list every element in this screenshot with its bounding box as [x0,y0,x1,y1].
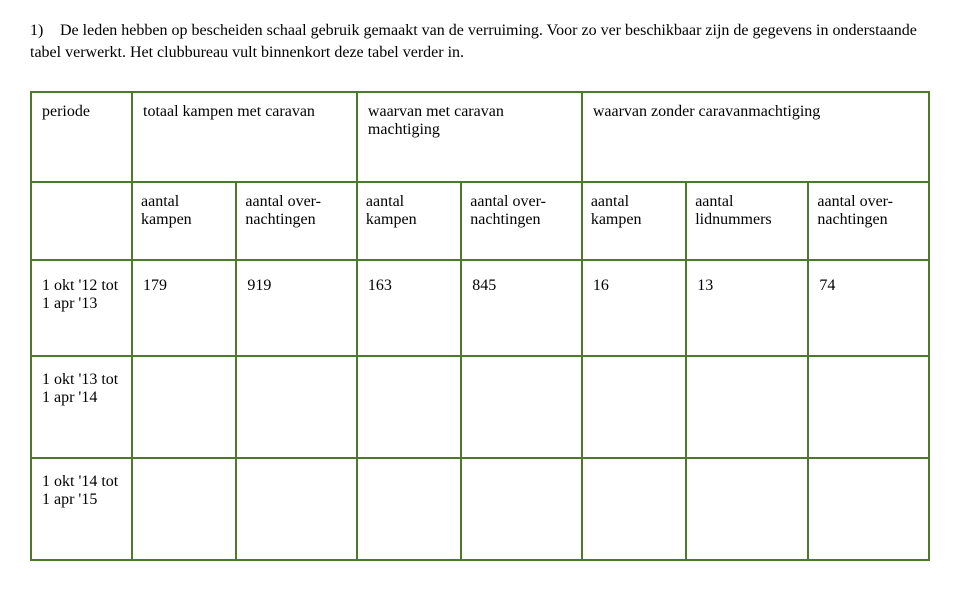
table-row: 1 okt '13 tot 1 apr '14 [31,356,929,458]
table-row: 1 okt '14 tot 1 apr '15 [31,458,929,560]
hdr-zonder-machtiging: waarvan zonder caravanmachtiging [582,92,929,182]
cell [461,458,582,560]
sub-kampen-2: aantal kampen [357,182,461,260]
cell: 179 [132,260,236,356]
cell [236,356,357,458]
cell [808,458,929,560]
camping-table: periode totaal kampen met caravan waarva… [30,91,930,561]
cell: 74 [808,260,929,356]
sub-overnacht-2: aantal over-nachtingen [461,182,582,260]
cell-periode: 1 okt '13 tot 1 apr '14 [31,356,132,458]
cell-periode: 1 okt '12 tot 1 apr '13 [31,260,132,356]
sub-kampen-3: aantal kampen [582,182,686,260]
cell: 163 [357,260,461,356]
cell: 13 [686,260,808,356]
cell [582,356,686,458]
cell: 845 [461,260,582,356]
cell [357,356,461,458]
sub-overnacht-3: aantal over-nachtingen [808,182,929,260]
hdr-met-machtiging: waarvan met caravan machtiging [357,92,582,182]
cell: 919 [236,260,357,356]
table-header-row-2: aantal kampen aantal over-nachtingen aan… [31,182,929,260]
cell [686,458,808,560]
sub-kampen-1: aantal kampen [132,182,236,260]
table-header-row-1: periode totaal kampen met caravan waarva… [31,92,929,182]
cell [357,458,461,560]
cell [132,356,236,458]
intro-paragraph: 1) De leden hebben op bescheiden schaal … [30,20,930,63]
sub-lidnummers: aantal lidnummers [686,182,808,260]
cell: 16 [582,260,686,356]
cell [132,458,236,560]
table-row: 1 okt '12 tot 1 apr '13 179 919 163 845 … [31,260,929,356]
cell [236,458,357,560]
sub-overnacht-1: aantal over-nachtingen [236,182,357,260]
cell [808,356,929,458]
hdr-totaal: totaal kampen met caravan [132,92,357,182]
intro-text: De leden hebben op bescheiden schaal geb… [30,22,917,61]
sub-blank [31,182,132,260]
hdr-periode: periode [31,92,132,182]
cell [582,458,686,560]
list-number: 1) [30,20,56,42]
cell [686,356,808,458]
cell [461,356,582,458]
cell-periode: 1 okt '14 tot 1 apr '15 [31,458,132,560]
